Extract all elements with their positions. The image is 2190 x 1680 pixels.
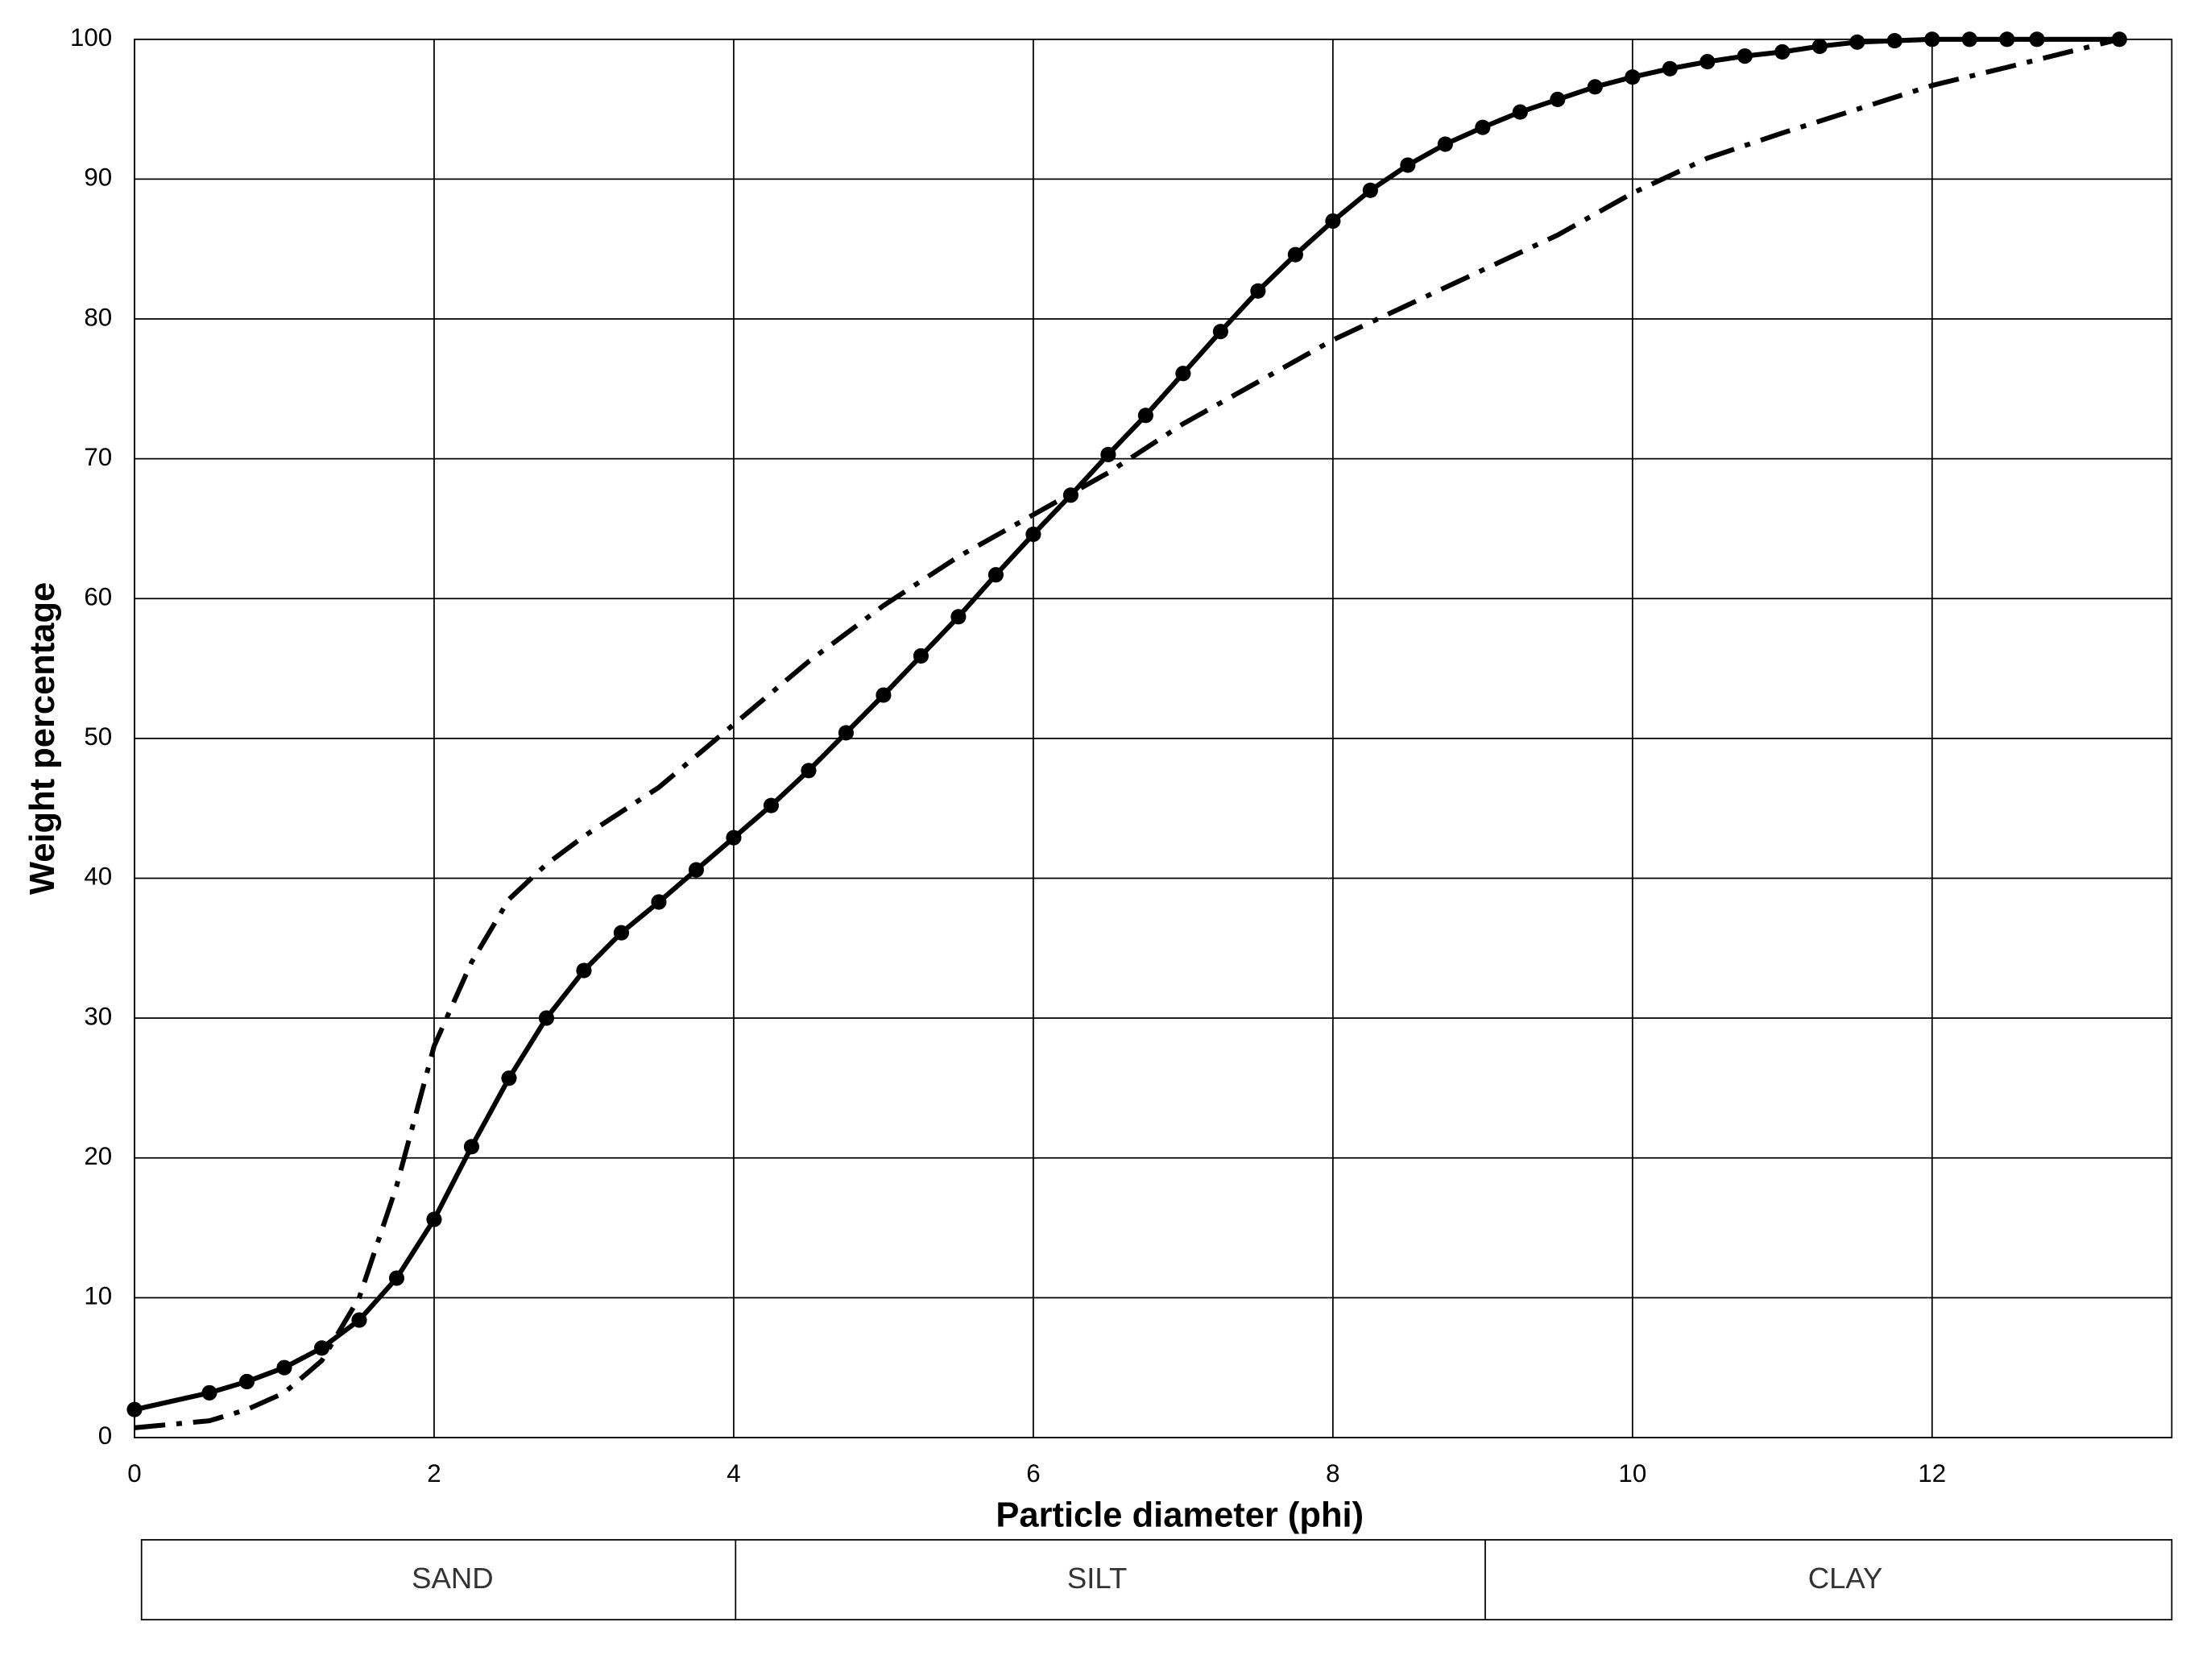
y-tick-label: 30: [84, 1002, 112, 1030]
data-point: [801, 763, 817, 779]
y-tick-label: 90: [84, 163, 112, 192]
data-point: [651, 894, 667, 910]
data-point: [950, 609, 967, 625]
data-point: [987, 567, 1004, 583]
y-tick-label: 0: [98, 1421, 112, 1450]
data-point: [238, 1373, 255, 1390]
y-tick-label: 80: [84, 303, 112, 331]
data-point: [1550, 91, 1566, 108]
data-point: [613, 925, 630, 941]
data-point: [576, 962, 592, 979]
data-point: [201, 1384, 217, 1401]
data-point: [1662, 60, 1678, 77]
y-tick-label: 100: [70, 23, 112, 52]
data-point: [1100, 446, 1116, 463]
data-point: [876, 687, 892, 703]
data-point: [1175, 366, 1191, 382]
data-point: [1849, 34, 1865, 50]
data-point: [426, 1211, 442, 1227]
data-point: [763, 797, 780, 813]
data-point: [1811, 38, 1828, 55]
x-tick-label: 4: [727, 1459, 740, 1488]
data-point: [1287, 246, 1303, 263]
data-point: [463, 1139, 480, 1155]
data-point: [1699, 54, 1716, 70]
data-point: [1924, 31, 1940, 48]
data-point: [1886, 32, 1902, 49]
data-point: [726, 830, 742, 846]
data-point: [313, 1340, 330, 1356]
zone-frame: [140, 1539, 2173, 1620]
y-tick-label: 60: [84, 583, 112, 611]
data-point: [913, 648, 929, 664]
data-point: [1961, 31, 1977, 48]
x-tick-label: 12: [1918, 1459, 1946, 1488]
x-tick-label: 2: [427, 1459, 441, 1488]
data-point: [1212, 324, 1228, 340]
data-point: [1737, 48, 1753, 64]
data-point: [1512, 104, 1528, 120]
y-tick-label: 50: [84, 722, 112, 751]
data-point: [1587, 79, 1603, 95]
zone-label: SAND: [412, 1562, 493, 1595]
data-point: [126, 1401, 143, 1417]
x-tick-label: 10: [1618, 1459, 1646, 1488]
y-tick-label: 20: [84, 1142, 112, 1170]
data-point: [1025, 526, 1041, 542]
data-point: [2029, 31, 2045, 48]
data-point: [388, 1270, 405, 1286]
data-point: [1437, 136, 1453, 152]
x-tick-label: 0: [127, 1459, 141, 1488]
zone-label: SILT: [1067, 1562, 1127, 1595]
data-point: [1774, 43, 1791, 60]
data-point: [838, 725, 854, 741]
y-tick-label: 40: [84, 863, 112, 891]
data-point: [1400, 157, 1416, 173]
zone-label: CLAY: [1808, 1562, 1883, 1595]
data-line: [134, 36, 2121, 1430]
data-point: [688, 862, 705, 878]
data-point: [2111, 31, 2127, 48]
data-point: [1137, 408, 1153, 424]
data-point: [538, 1010, 555, 1026]
y-axis-title: Weight percentage: [23, 582, 62, 895]
x-tick-label: 8: [1326, 1459, 1339, 1488]
y-tick-label: 70: [84, 443, 112, 471]
zone-bar: SAND SILT CLAY: [140, 1539, 2173, 1620]
data-point: [1325, 213, 1341, 230]
data-point: [1999, 31, 2015, 48]
data-point: [1362, 182, 1378, 198]
y-tick-label: 10: [84, 1282, 112, 1310]
data-point: [351, 1312, 367, 1328]
x-axis-title: Particle diameter (phi): [996, 1496, 1364, 1535]
x-tick-label: 6: [1026, 1459, 1040, 1488]
data-point: [1475, 119, 1491, 135]
data-point: [1625, 69, 1641, 85]
data-line: [134, 36, 2120, 1413]
data-point: [501, 1070, 517, 1086]
data-point: [276, 1359, 292, 1376]
data-point: [1250, 283, 1266, 299]
